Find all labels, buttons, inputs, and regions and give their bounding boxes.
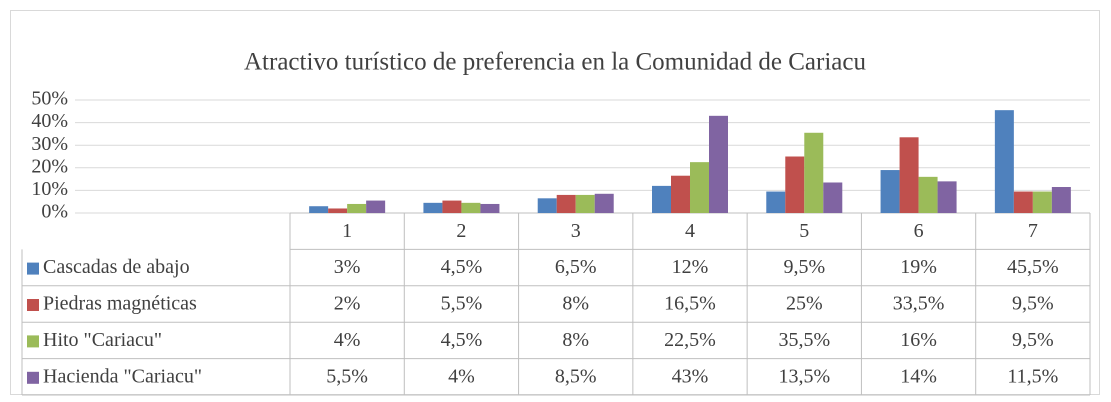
table-value: 9,5% xyxy=(783,256,825,278)
bar xyxy=(823,182,843,213)
table-value: 13,5% xyxy=(778,365,830,387)
table-value: 35,5% xyxy=(778,329,830,351)
legend-label: Piedras magnéticas xyxy=(43,293,197,315)
bar xyxy=(690,162,709,213)
x-tick-label: 1 xyxy=(342,220,352,242)
bar xyxy=(556,194,576,213)
bar xyxy=(880,170,900,213)
bar xyxy=(328,208,348,213)
table-value: 8,5% xyxy=(555,365,597,387)
legend-key xyxy=(27,335,39,348)
table-value: 16,5% xyxy=(664,293,716,315)
table-value: 12% xyxy=(672,256,709,278)
table-value: 8% xyxy=(562,293,589,315)
bar xyxy=(461,202,481,213)
y-tick-label: 0% xyxy=(41,201,68,223)
bar xyxy=(766,191,786,213)
bar xyxy=(652,185,671,213)
table-value: 4% xyxy=(334,329,361,351)
x-tick-label: 3 xyxy=(571,220,581,242)
table-value: 22,5% xyxy=(664,329,716,351)
bar xyxy=(1013,191,1033,213)
bar xyxy=(709,115,728,213)
bar xyxy=(804,132,824,213)
bar xyxy=(347,203,367,213)
table-value: 9,5% xyxy=(1012,293,1054,315)
bar xyxy=(366,200,386,213)
y-tick-label: 20% xyxy=(31,155,68,177)
legend-label: Cascadas de abajo xyxy=(43,256,190,278)
table-value: 14% xyxy=(900,365,937,387)
bar xyxy=(537,198,557,213)
y-tick-label: 40% xyxy=(31,110,68,132)
table-value: 16% xyxy=(900,329,937,351)
chart-title: Atractivo turístico de preferencia en la… xyxy=(244,49,866,76)
x-tick-label: 5 xyxy=(799,220,809,242)
legend-key xyxy=(27,299,39,311)
table-value: 33,5% xyxy=(893,293,945,315)
bar xyxy=(918,176,938,213)
legend-key xyxy=(27,262,39,275)
y-tick-label: 10% xyxy=(31,178,68,200)
bar xyxy=(1051,187,1071,213)
table-value: 9,5% xyxy=(1012,329,1054,351)
bar xyxy=(575,194,595,213)
table-value: 3% xyxy=(334,256,361,278)
table-value: 45,5% xyxy=(1007,256,1059,278)
table-value: 4,5% xyxy=(441,256,483,278)
table-value: 11,5% xyxy=(1007,365,1058,387)
x-tick-label: 2 xyxy=(456,220,466,242)
y-tick-label: 50% xyxy=(31,88,68,110)
table-value: 6,5% xyxy=(555,256,597,278)
table-value: 43% xyxy=(672,365,709,387)
table-value: 19% xyxy=(900,256,937,278)
bar xyxy=(785,156,805,213)
legend-key xyxy=(27,371,39,384)
bar xyxy=(1032,191,1052,213)
table-value: 2% xyxy=(334,293,361,315)
x-tick-label: 4 xyxy=(685,220,695,242)
bar xyxy=(671,175,690,213)
bar xyxy=(442,200,462,213)
bar xyxy=(594,193,614,213)
table-value: 4,5% xyxy=(441,329,483,351)
table-value: 5,5% xyxy=(326,365,368,387)
x-tick-label: 6 xyxy=(914,220,924,242)
bar xyxy=(423,202,443,213)
table-value: 5,5% xyxy=(441,293,483,315)
legend-label: Hacienda "Cariacu" xyxy=(43,365,202,387)
table-value: 8% xyxy=(562,329,589,351)
bar xyxy=(994,110,1014,213)
bar xyxy=(309,206,329,213)
bar xyxy=(899,137,919,213)
bar xyxy=(937,181,957,213)
y-tick-label: 30% xyxy=(31,133,68,155)
x-tick-label: 7 xyxy=(1028,220,1038,242)
table-value: 25% xyxy=(786,293,823,315)
legend-label: Hito "Cariacu" xyxy=(43,329,162,351)
table-value: 4% xyxy=(448,365,475,387)
bar xyxy=(480,203,500,213)
